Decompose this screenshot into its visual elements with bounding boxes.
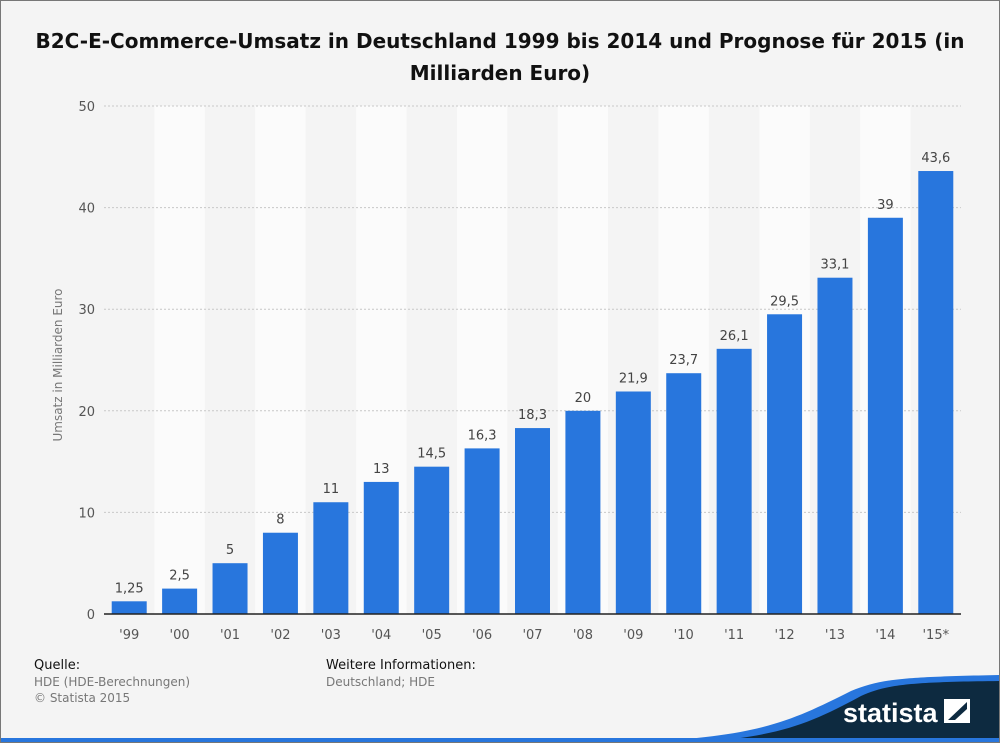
y-axis-label: Umsatz in Milliarden Euro <box>51 288 65 441</box>
data-label: 21,9 <box>619 371 648 386</box>
bar <box>313 502 349 614</box>
logo-text: statista <box>843 698 939 728</box>
bar <box>716 348 752 614</box>
data-label: 8 <box>276 513 284 528</box>
data-label: 20 <box>575 391 592 406</box>
bar <box>363 481 399 614</box>
data-label: 5 <box>226 543 234 558</box>
data-label: 11 <box>323 482 340 497</box>
data-label: 43,6 <box>921 151 950 166</box>
source-heading: Quelle: <box>34 658 81 673</box>
y-tick-label: 20 <box>78 405 95 420</box>
x-tick-label: '05 <box>422 628 442 643</box>
data-label: 39 <box>877 198 894 213</box>
x-tick-label: '12 <box>774 628 794 643</box>
bar <box>817 277 853 614</box>
x-tick-label: '08 <box>573 628 593 643</box>
y-tick-label: 40 <box>78 202 95 217</box>
y-tick-label: 10 <box>78 506 95 521</box>
bar <box>212 563 248 614</box>
x-tick-label: '00 <box>170 628 190 643</box>
data-label: 14,5 <box>417 447 446 462</box>
bar <box>615 391 651 614</box>
y-tick-label: 30 <box>78 303 95 318</box>
info-block: Weitere Informationen: Deutschland; HDE <box>326 658 476 690</box>
bar <box>162 588 198 614</box>
bar <box>515 428 550 614</box>
source-block: Quelle: HDE (HDE-Berechnungen) © Statist… <box>34 658 190 706</box>
chart-title: B2C-E-Commerce-Umsatz in Deutschland 199… <box>35 29 965 85</box>
x-tick-label: '09 <box>623 628 643 643</box>
data-label: 18,3 <box>518 408 547 423</box>
x-tick-label: '10 <box>674 628 694 643</box>
info-heading: Weitere Informationen: <box>326 658 476 673</box>
x-tick-label: '03 <box>321 628 341 643</box>
bar <box>565 410 601 614</box>
copyright: © Statista 2015 <box>34 691 131 705</box>
x-tick-label: '02 <box>270 628 290 643</box>
x-tick-label: '13 <box>825 628 845 643</box>
data-label: 26,1 <box>720 329 749 344</box>
bar <box>464 448 500 614</box>
info-text: Deutschland; HDE <box>326 675 436 689</box>
bar <box>867 217 903 614</box>
data-label: 16,3 <box>468 428 497 443</box>
x-tick-label: '11 <box>724 628 744 643</box>
bar <box>918 171 954 615</box>
data-label: 23,7 <box>669 353 698 368</box>
x-tick-label: '04 <box>371 628 391 643</box>
y-tick-label: 50 <box>78 100 95 115</box>
column-stripe <box>255 106 306 614</box>
column-stripe <box>154 106 205 614</box>
x-tick-label: '14 <box>875 628 895 643</box>
data-label: 33,1 <box>820 258 849 273</box>
data-label: 2,5 <box>169 569 190 584</box>
bar <box>666 373 702 614</box>
data-label: 29,5 <box>770 294 799 309</box>
x-tick-label: '06 <box>472 628 492 643</box>
bar <box>767 314 803 614</box>
bar <box>262 532 298 614</box>
source-text: HDE (HDE-Berechnungen) <box>34 675 191 689</box>
bar <box>414 466 450 614</box>
bar <box>111 601 147 614</box>
x-tick-label: '01 <box>220 628 240 643</box>
y-tick-label: 0 <box>87 608 95 623</box>
x-tick-label: '07 <box>522 628 542 643</box>
x-tick-label: '15* <box>922 628 949 643</box>
data-label: 1,25 <box>115 581 144 596</box>
x-tick-label: '99 <box>119 628 139 643</box>
data-label: 13 <box>373 462 390 477</box>
